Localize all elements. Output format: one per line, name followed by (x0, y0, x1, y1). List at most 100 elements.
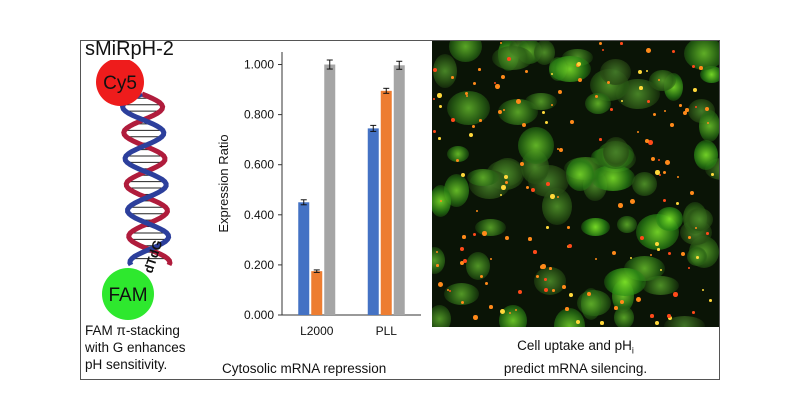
bar (298, 202, 310, 315)
vesicle-spot (436, 251, 439, 254)
vesicle-spot (449, 290, 452, 293)
double-helix (119, 91, 173, 267)
vesicle-spot (676, 202, 679, 205)
vesicle-spot (522, 123, 527, 128)
vesicle-spot (544, 278, 547, 281)
vesicle-spot (595, 258, 598, 261)
y-tick-label: 0.600 (244, 158, 274, 172)
caption-line-1: Cell uptake and pHi (517, 338, 634, 356)
vesicle-spot (650, 254, 652, 256)
cell-blob (549, 56, 591, 82)
vesicle-spot (702, 289, 705, 292)
vesicle-spot (482, 231, 487, 236)
cell-blob (632, 172, 657, 196)
vesicle-spot (602, 49, 605, 52)
vesicle-spot (490, 258, 493, 261)
cell-blob (433, 54, 457, 88)
vesicle-spot (618, 203, 623, 208)
cell-blob (534, 41, 555, 65)
vesicle-spot (500, 194, 503, 197)
caption-line: pH sensitivity. (85, 357, 168, 372)
vesicle-spot (663, 171, 667, 175)
schematic-caption: FAM π-stacking with G enhances pH sensit… (85, 322, 186, 373)
vesicle-spot (599, 42, 603, 46)
caption-line-2: predict mRNA silencing. (503, 360, 648, 376)
vesicle-spot (473, 315, 478, 320)
vesicle-spot (683, 111, 688, 116)
cell-blob (432, 305, 451, 327)
cell-blob (432, 247, 445, 274)
vesicle-spot (637, 131, 639, 133)
vesicle-spot (567, 226, 570, 229)
vesicle-spot (461, 301, 465, 305)
vesicle-spot (478, 68, 481, 71)
vesicle-spot (559, 148, 563, 152)
vesicle-spot (621, 100, 624, 103)
vesicle-spot (599, 138, 602, 141)
vesicle-spot (688, 236, 691, 239)
vesicle-spot (639, 86, 643, 90)
fam-label: FAM (108, 285, 147, 306)
vesicle-spot (655, 170, 660, 175)
vesicle-spot (542, 111, 545, 114)
vesicle-spot (657, 248, 660, 251)
vesicle-spot (690, 191, 694, 195)
vesicle-spot (500, 42, 503, 45)
vesicle-spot (545, 121, 549, 125)
cell-blob (642, 276, 679, 295)
y-axis-label: Expression Ratio (216, 134, 231, 232)
micrograph-caption: Cell uptake and pHi predict mRNA silenci… (432, 337, 719, 377)
vesicle-spot (550, 194, 555, 199)
vesicle-spot (638, 70, 643, 75)
vesicle-spot (709, 299, 712, 302)
strand-blue (119, 91, 172, 267)
vesicle-spot (607, 81, 611, 85)
vesicle-spot (451, 118, 455, 122)
vesicle-spot (461, 173, 466, 178)
vesicle-spot (505, 181, 508, 184)
vesicle-spot (557, 196, 560, 199)
vesicle-spot (636, 297, 641, 302)
fluorescence-micrograph (432, 41, 719, 327)
vesicle-spot (668, 316, 673, 321)
vesicle-spot (576, 320, 581, 325)
vesicle-spot (465, 92, 468, 95)
cy5-dye-circle (96, 60, 144, 106)
cell-blob (603, 137, 629, 167)
cell-blob (581, 218, 610, 236)
vesicle-spot (667, 314, 671, 318)
y-tick-label: 0.800 (244, 108, 274, 122)
vesicle-spot (433, 98, 436, 101)
vesicle-spot (485, 282, 488, 285)
vesicle-spot (595, 95, 599, 99)
vesicle-spot (659, 174, 662, 177)
vesicle-spot (650, 314, 654, 318)
y-tick-label: 0.000 (244, 308, 274, 322)
vesicle-spot (557, 148, 560, 151)
vesicle-spot (693, 88, 697, 92)
vesicle-spot (473, 82, 477, 86)
cell-blob (475, 219, 506, 236)
vesicle-spot (447, 289, 450, 292)
vesicle-spot (620, 300, 625, 305)
cell-blob (525, 93, 557, 110)
vesicle-spot (558, 90, 562, 94)
cell-blob (466, 252, 490, 280)
vesicle-spot (540, 265, 545, 270)
vesicle-spot (504, 175, 508, 179)
vesicle-spot (463, 259, 468, 264)
vesicle-spot (648, 140, 653, 145)
vesicle-spot (533, 250, 537, 254)
cell-blob (591, 165, 635, 191)
vesicle-spot (658, 159, 661, 162)
vesicle-spot (551, 73, 554, 76)
vesicle-spot (505, 236, 509, 240)
vesicle-spot (436, 264, 439, 267)
vesicle-spot (612, 251, 617, 256)
vesicle-spot (679, 104, 682, 107)
cell-blob (699, 110, 719, 142)
cell-blob (467, 169, 499, 186)
vesicle-spot (647, 100, 650, 103)
vesicle-spot (544, 288, 549, 293)
vesicle-spot (494, 82, 497, 85)
